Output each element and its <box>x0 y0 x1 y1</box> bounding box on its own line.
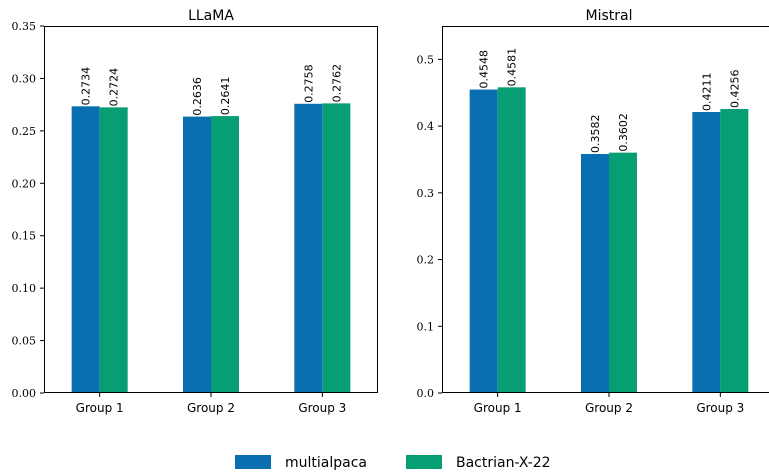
y-tick-label: 0.30 <box>12 72 37 85</box>
y-tick-label: 0.15 <box>12 230 37 243</box>
data-label: 0.4548 <box>478 50 491 88</box>
data-label: 0.2636 <box>191 77 204 116</box>
bar-bactrian-x-22 <box>497 87 526 394</box>
data-label: 0.2641 <box>219 77 232 116</box>
bar-bactrian-x-22 <box>211 116 239 393</box>
y-axis: 0.0 0.1 0.2 0.3 0.4 0.5 <box>417 53 442 400</box>
legend-label-bactrian: Bactrian-X-22 <box>456 455 551 471</box>
data-label: 0.4211 <box>700 73 713 112</box>
bar-bactrian-x-22 <box>322 103 351 393</box>
bar-multialpaca <box>183 116 211 394</box>
data-label: 0.3582 <box>589 114 602 153</box>
y-axis: 0.00 0.05 0.10 0.15 0.20 0.25 0.30 0.35 <box>12 20 44 400</box>
y-tick-label: 0.35 <box>12 20 37 33</box>
data-label: 0.4256 <box>728 70 741 109</box>
data-label: 0.3602 <box>617 113 630 152</box>
y-tick-label: 0.25 <box>12 125 37 138</box>
x-tick-label: Group 2 <box>585 401 633 415</box>
bar-multialpaca <box>71 106 100 394</box>
bar-multialpaca <box>294 103 323 393</box>
y-tick-label: 0.4 <box>417 120 435 133</box>
panel-llama: LLaMA 0.00 0.05 0.10 0.15 0.20 0.25 0.30 0.35 0… <box>12 8 378 415</box>
data-label: 0.4581 <box>506 48 519 87</box>
bar-bactrian-x-22 <box>609 152 637 393</box>
y-tick-label: 0.1 <box>417 320 435 333</box>
legend-swatch-bactrian <box>406 455 442 469</box>
legend-swatch-multialpaca <box>235 455 271 469</box>
bars <box>469 87 749 394</box>
x-tick-label: Group 1 <box>474 401 522 415</box>
y-tick-label: 0.05 <box>12 335 37 348</box>
x-tick-label: Group 3 <box>696 401 744 415</box>
chart-title: LLaMA <box>188 8 234 24</box>
bar-bactrian-x-22 <box>99 107 128 393</box>
y-tick-label: 0.0 <box>417 387 435 400</box>
y-tick-label: 0.00 <box>12 387 37 400</box>
data-label: 0.2724 <box>108 68 121 106</box>
y-tick-label: 0.5 <box>417 53 435 66</box>
panel-mistral: Mistral 0.00.10.20.30.40.5 0.4548 0.45810… <box>417 8 769 415</box>
plot-frame <box>44 26 378 393</box>
data-labels: 0.2734 0.2724 0.2636 0.2641 0.2758 0.2762 <box>80 64 344 116</box>
bars <box>71 103 351 394</box>
y-tick-label: 0.20 <box>12 177 37 190</box>
y-tick-label: 0.10 <box>12 282 37 295</box>
x-tick-label: Group 3 <box>298 401 346 415</box>
y-tick-label: 0.2 <box>417 254 435 267</box>
x-axis: Group 1 Group 2 Group 3 <box>474 393 744 415</box>
data-label: 0.2758 <box>302 64 315 103</box>
data-labels: 0.4548 0.4581 0.3582 0.3602 0.4211 0.4256 <box>478 48 742 153</box>
bar-multialpaca <box>581 153 609 393</box>
legend-label-multialpaca: multialpaca <box>285 455 367 471</box>
y-tick-label: 0.3 <box>417 187 435 200</box>
legend: multialpaca Bactrian-X-22 <box>235 455 551 471</box>
data-label: 0.2762 <box>330 64 343 103</box>
plot-frame <box>442 26 769 393</box>
x-tick-label: Group 2 <box>187 401 235 415</box>
x-tick-label: Group 1 <box>76 401 124 415</box>
bar-bactrian-x-22 <box>720 109 749 393</box>
x-axis: Group 1 Group 2 Group 3 <box>76 393 346 415</box>
bar-multialpaca <box>692 112 721 394</box>
chart-title: Mistral <box>586 8 633 24</box>
data-label: 0.2734 <box>80 67 93 105</box>
bar-multialpaca <box>469 89 498 394</box>
